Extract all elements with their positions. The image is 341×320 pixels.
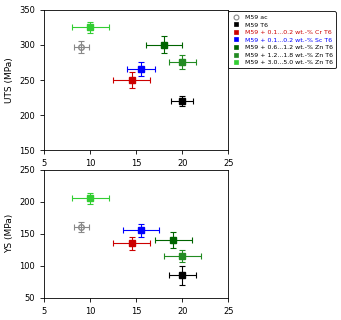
Legend: M59 ac, M59 T6, M59 + 0.1...0.2 wt.-% Cr T6, M59 + 0.1...0.2 wt.-% Sc T6, M59 + : M59 ac, M59 T6, M59 + 0.1...0.2 wt.-% Cr…	[228, 12, 336, 68]
Y-axis label: YS (MPa): YS (MPa)	[5, 214, 14, 253]
Y-axis label: UTS (MPa): UTS (MPa)	[5, 57, 14, 103]
X-axis label: Elongation (%): Elongation (%)	[103, 174, 170, 183]
